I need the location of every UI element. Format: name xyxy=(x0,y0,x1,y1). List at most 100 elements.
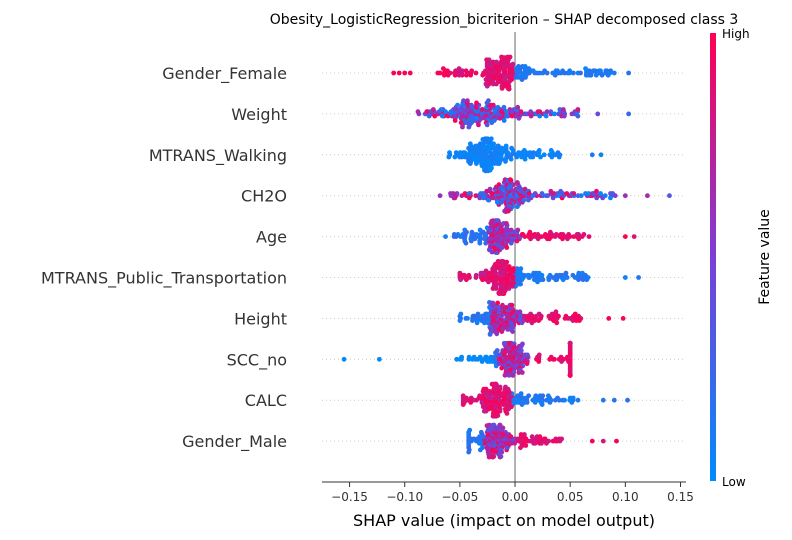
shap-point xyxy=(544,109,550,115)
shap-point xyxy=(521,432,527,437)
shap-point xyxy=(497,384,503,390)
shap-point xyxy=(576,236,582,242)
shap-point xyxy=(537,70,542,76)
shap-point xyxy=(446,154,452,160)
shap-point xyxy=(542,68,548,74)
shap-point xyxy=(545,393,551,399)
shap-point xyxy=(466,191,472,196)
shap-point xyxy=(570,272,576,278)
shap-point xyxy=(504,411,510,416)
shap-point xyxy=(576,318,582,323)
shap-point xyxy=(376,356,382,362)
shap-point xyxy=(583,66,588,71)
shap-point xyxy=(474,161,479,167)
shap-point xyxy=(476,122,481,128)
shap-point xyxy=(567,234,573,240)
shap-point xyxy=(486,57,492,63)
shap-point xyxy=(460,272,466,278)
shap-point xyxy=(341,356,347,362)
shap-point xyxy=(454,356,460,362)
shap-point xyxy=(578,193,584,199)
shap-point xyxy=(497,454,503,460)
shap-point xyxy=(486,247,492,253)
shap-point xyxy=(510,329,516,334)
shap-point xyxy=(490,359,495,364)
shap-point xyxy=(610,191,616,196)
shap-point xyxy=(560,107,566,112)
shap-point xyxy=(510,372,516,378)
shap-point xyxy=(529,434,535,440)
shap-point xyxy=(519,77,525,82)
shap-point xyxy=(508,227,514,233)
shap-point xyxy=(494,59,499,65)
shap-point xyxy=(515,227,521,233)
shap-point xyxy=(551,191,557,196)
shap-point xyxy=(567,68,573,74)
shap-point xyxy=(518,266,524,272)
shap-point xyxy=(532,191,538,196)
shap-point xyxy=(507,177,513,183)
shap-point xyxy=(519,370,525,375)
shap-point xyxy=(493,413,499,419)
shap-point xyxy=(576,232,581,237)
shap-point xyxy=(514,180,520,185)
shap-point xyxy=(509,440,514,446)
shap-point xyxy=(536,311,542,317)
shap-point xyxy=(483,386,489,392)
shap-point xyxy=(606,316,612,321)
shap-point xyxy=(567,340,573,346)
shap-point xyxy=(483,168,489,174)
shap-point xyxy=(500,425,506,431)
shap-point xyxy=(557,152,563,158)
shap-point xyxy=(503,305,509,310)
colorbar-low-label: Low xyxy=(722,475,746,489)
shap-point xyxy=(426,113,432,119)
shap-point xyxy=(501,118,507,123)
shap-point xyxy=(514,154,520,160)
shap-point xyxy=(620,316,626,321)
shap-point xyxy=(465,70,471,76)
shap-point xyxy=(522,156,528,162)
shap-point xyxy=(478,270,484,276)
chart-title: Obesity_LogisticRegression_bicriterion –… xyxy=(270,12,739,28)
shap-point xyxy=(599,72,605,78)
shap-point xyxy=(463,240,469,246)
shap-point xyxy=(505,208,511,214)
shap-point xyxy=(558,188,564,194)
shap-point xyxy=(539,440,544,446)
shap-point xyxy=(586,191,592,196)
shap-point xyxy=(502,55,508,60)
shap-point xyxy=(457,150,463,156)
shap-point xyxy=(484,423,490,429)
shap-point xyxy=(543,113,549,119)
shap-point xyxy=(481,195,486,201)
shap-point xyxy=(460,402,466,407)
shap-point xyxy=(482,440,488,446)
shap-point xyxy=(536,359,542,364)
shap-point xyxy=(462,191,468,196)
shap-point xyxy=(602,193,608,199)
shap-point xyxy=(487,332,493,337)
feature-label: Height xyxy=(234,309,287,328)
shap-point xyxy=(521,197,527,203)
shap-point xyxy=(487,389,493,394)
shap-point xyxy=(487,167,493,173)
shap-point xyxy=(503,384,508,390)
shap-point xyxy=(523,436,529,442)
shap-point xyxy=(494,199,500,205)
shap-point xyxy=(483,311,489,317)
shap-point xyxy=(510,61,516,67)
shap-point xyxy=(463,316,469,321)
colorbar-title: Feature value xyxy=(757,209,773,305)
shap-point xyxy=(499,449,505,455)
shap-point xyxy=(497,352,503,358)
shap-point xyxy=(644,193,650,199)
shap-point xyxy=(530,68,536,74)
shap-point xyxy=(424,109,430,115)
shap-point xyxy=(493,184,499,190)
shap-point xyxy=(500,302,505,308)
shap-point xyxy=(491,422,497,428)
shap-point xyxy=(443,234,448,240)
shap-point xyxy=(461,98,466,104)
shap-point xyxy=(480,277,485,283)
